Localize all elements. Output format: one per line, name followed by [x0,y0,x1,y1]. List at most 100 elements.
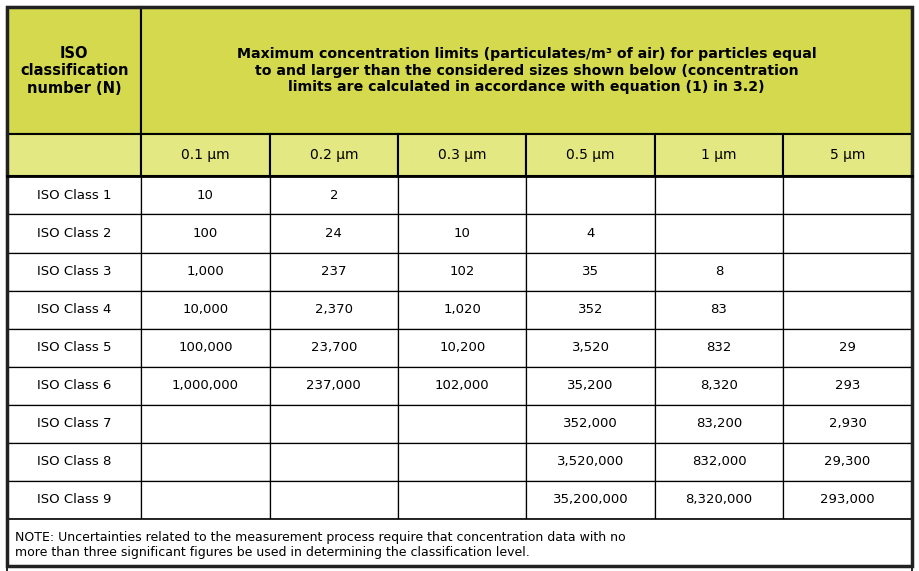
Text: 0.1 μm: 0.1 μm [181,148,230,162]
Bar [655,252,783,291]
Bar [142,215,269,252]
Text: 0.2 μm: 0.2 μm [310,148,358,162]
Text: 8,320,000: 8,320,000 [686,493,753,506]
Bar [398,252,527,291]
Text: 1,000,000: 1,000,000 [172,379,239,392]
Text: 352: 352 [578,303,604,316]
Text: 83: 83 [710,303,728,316]
Text: 35,200: 35,200 [567,379,614,392]
Bar [142,291,269,329]
Bar [398,176,527,215]
Bar [398,329,527,367]
Text: ISO
classification
number (N): ISO classification number (N) [20,46,129,95]
Bar [269,443,398,481]
Bar [398,215,527,252]
Text: 35,200,000: 35,200,000 [553,493,629,506]
Bar [655,443,783,481]
Text: 832,000: 832,000 [692,455,746,468]
Text: 1,000: 1,000 [187,265,224,278]
Text: 29,300: 29,300 [824,455,870,468]
Text: 10,000: 10,000 [182,303,229,316]
Bar [527,405,655,443]
Bar [142,329,269,367]
Text: 0.5 μm: 0.5 μm [566,148,615,162]
Bar [783,481,912,519]
Text: 352,000: 352,000 [563,417,618,430]
Text: 24: 24 [325,227,342,240]
Bar [783,215,912,252]
Bar [7,367,142,405]
Text: 0.3 μm: 0.3 μm [438,148,486,162]
Bar [655,481,783,519]
Bar [783,405,912,443]
Text: 35: 35 [582,265,599,278]
Bar [655,405,783,443]
Bar [142,134,269,176]
Bar [7,176,142,215]
Bar [527,329,655,367]
Text: 10: 10 [454,227,471,240]
Text: ISO Class 4: ISO Class 4 [37,303,111,316]
Bar [142,367,269,405]
Bar [7,291,142,329]
Text: 832: 832 [707,341,732,354]
Text: 3,520: 3,520 [572,341,609,354]
Bar [7,481,142,519]
Bar [783,134,912,176]
Bar [269,252,398,291]
Text: 10,200: 10,200 [439,341,485,354]
Bar [269,329,398,367]
Text: 4: 4 [586,227,595,240]
Bar [269,367,398,405]
Bar [527,215,655,252]
Bar [783,291,912,329]
Text: ISO Class 9: ISO Class 9 [37,493,111,506]
Text: 102: 102 [449,265,475,278]
Bar [655,329,783,367]
Bar [655,215,783,252]
Bar [398,291,527,329]
Bar [7,134,142,176]
Bar [783,367,912,405]
Bar [269,215,398,252]
Text: 23,700: 23,700 [311,341,357,354]
Bar [7,215,142,252]
Bar [269,176,398,215]
Bar [7,443,142,481]
Text: 1 μm: 1 μm [701,148,737,162]
Bar [142,405,269,443]
Bar [398,405,527,443]
Text: ISO Class 7: ISO Class 7 [37,417,111,430]
Bar [398,481,527,519]
Text: 293: 293 [834,379,860,392]
Bar [7,252,142,291]
Text: 5 μm: 5 μm [830,148,865,162]
Bar [142,252,269,291]
Bar [655,176,783,215]
Text: NOTE: Uncertainties related to the measurement process require that concentratio: NOTE: Uncertainties related to the measu… [15,532,625,560]
Bar [7,405,142,443]
Bar [269,291,398,329]
Bar [527,291,655,329]
Bar [142,481,269,519]
Text: 100,000: 100,000 [178,341,233,354]
Text: Maximum concentration limits (particulates/m³ of air) for particles equal
to and: Maximum concentration limits (particulat… [236,47,816,94]
Text: 83,200: 83,200 [696,417,743,430]
Bar [269,481,398,519]
Text: 10: 10 [197,189,214,202]
Bar [783,443,912,481]
Bar [7,519,912,571]
Text: 2,370: 2,370 [315,303,353,316]
Bar [783,252,912,291]
Text: 293,000: 293,000 [820,493,875,506]
Text: 102,000: 102,000 [435,379,490,392]
Bar [527,367,655,405]
Text: ISO Class 8: ISO Class 8 [37,455,111,468]
Bar [783,329,912,367]
Bar [527,176,655,215]
Text: 2,930: 2,930 [829,417,867,430]
Bar [783,176,912,215]
Text: 237,000: 237,000 [306,379,361,392]
Text: ISO Class 3: ISO Class 3 [37,265,111,278]
Text: 237: 237 [321,265,346,278]
